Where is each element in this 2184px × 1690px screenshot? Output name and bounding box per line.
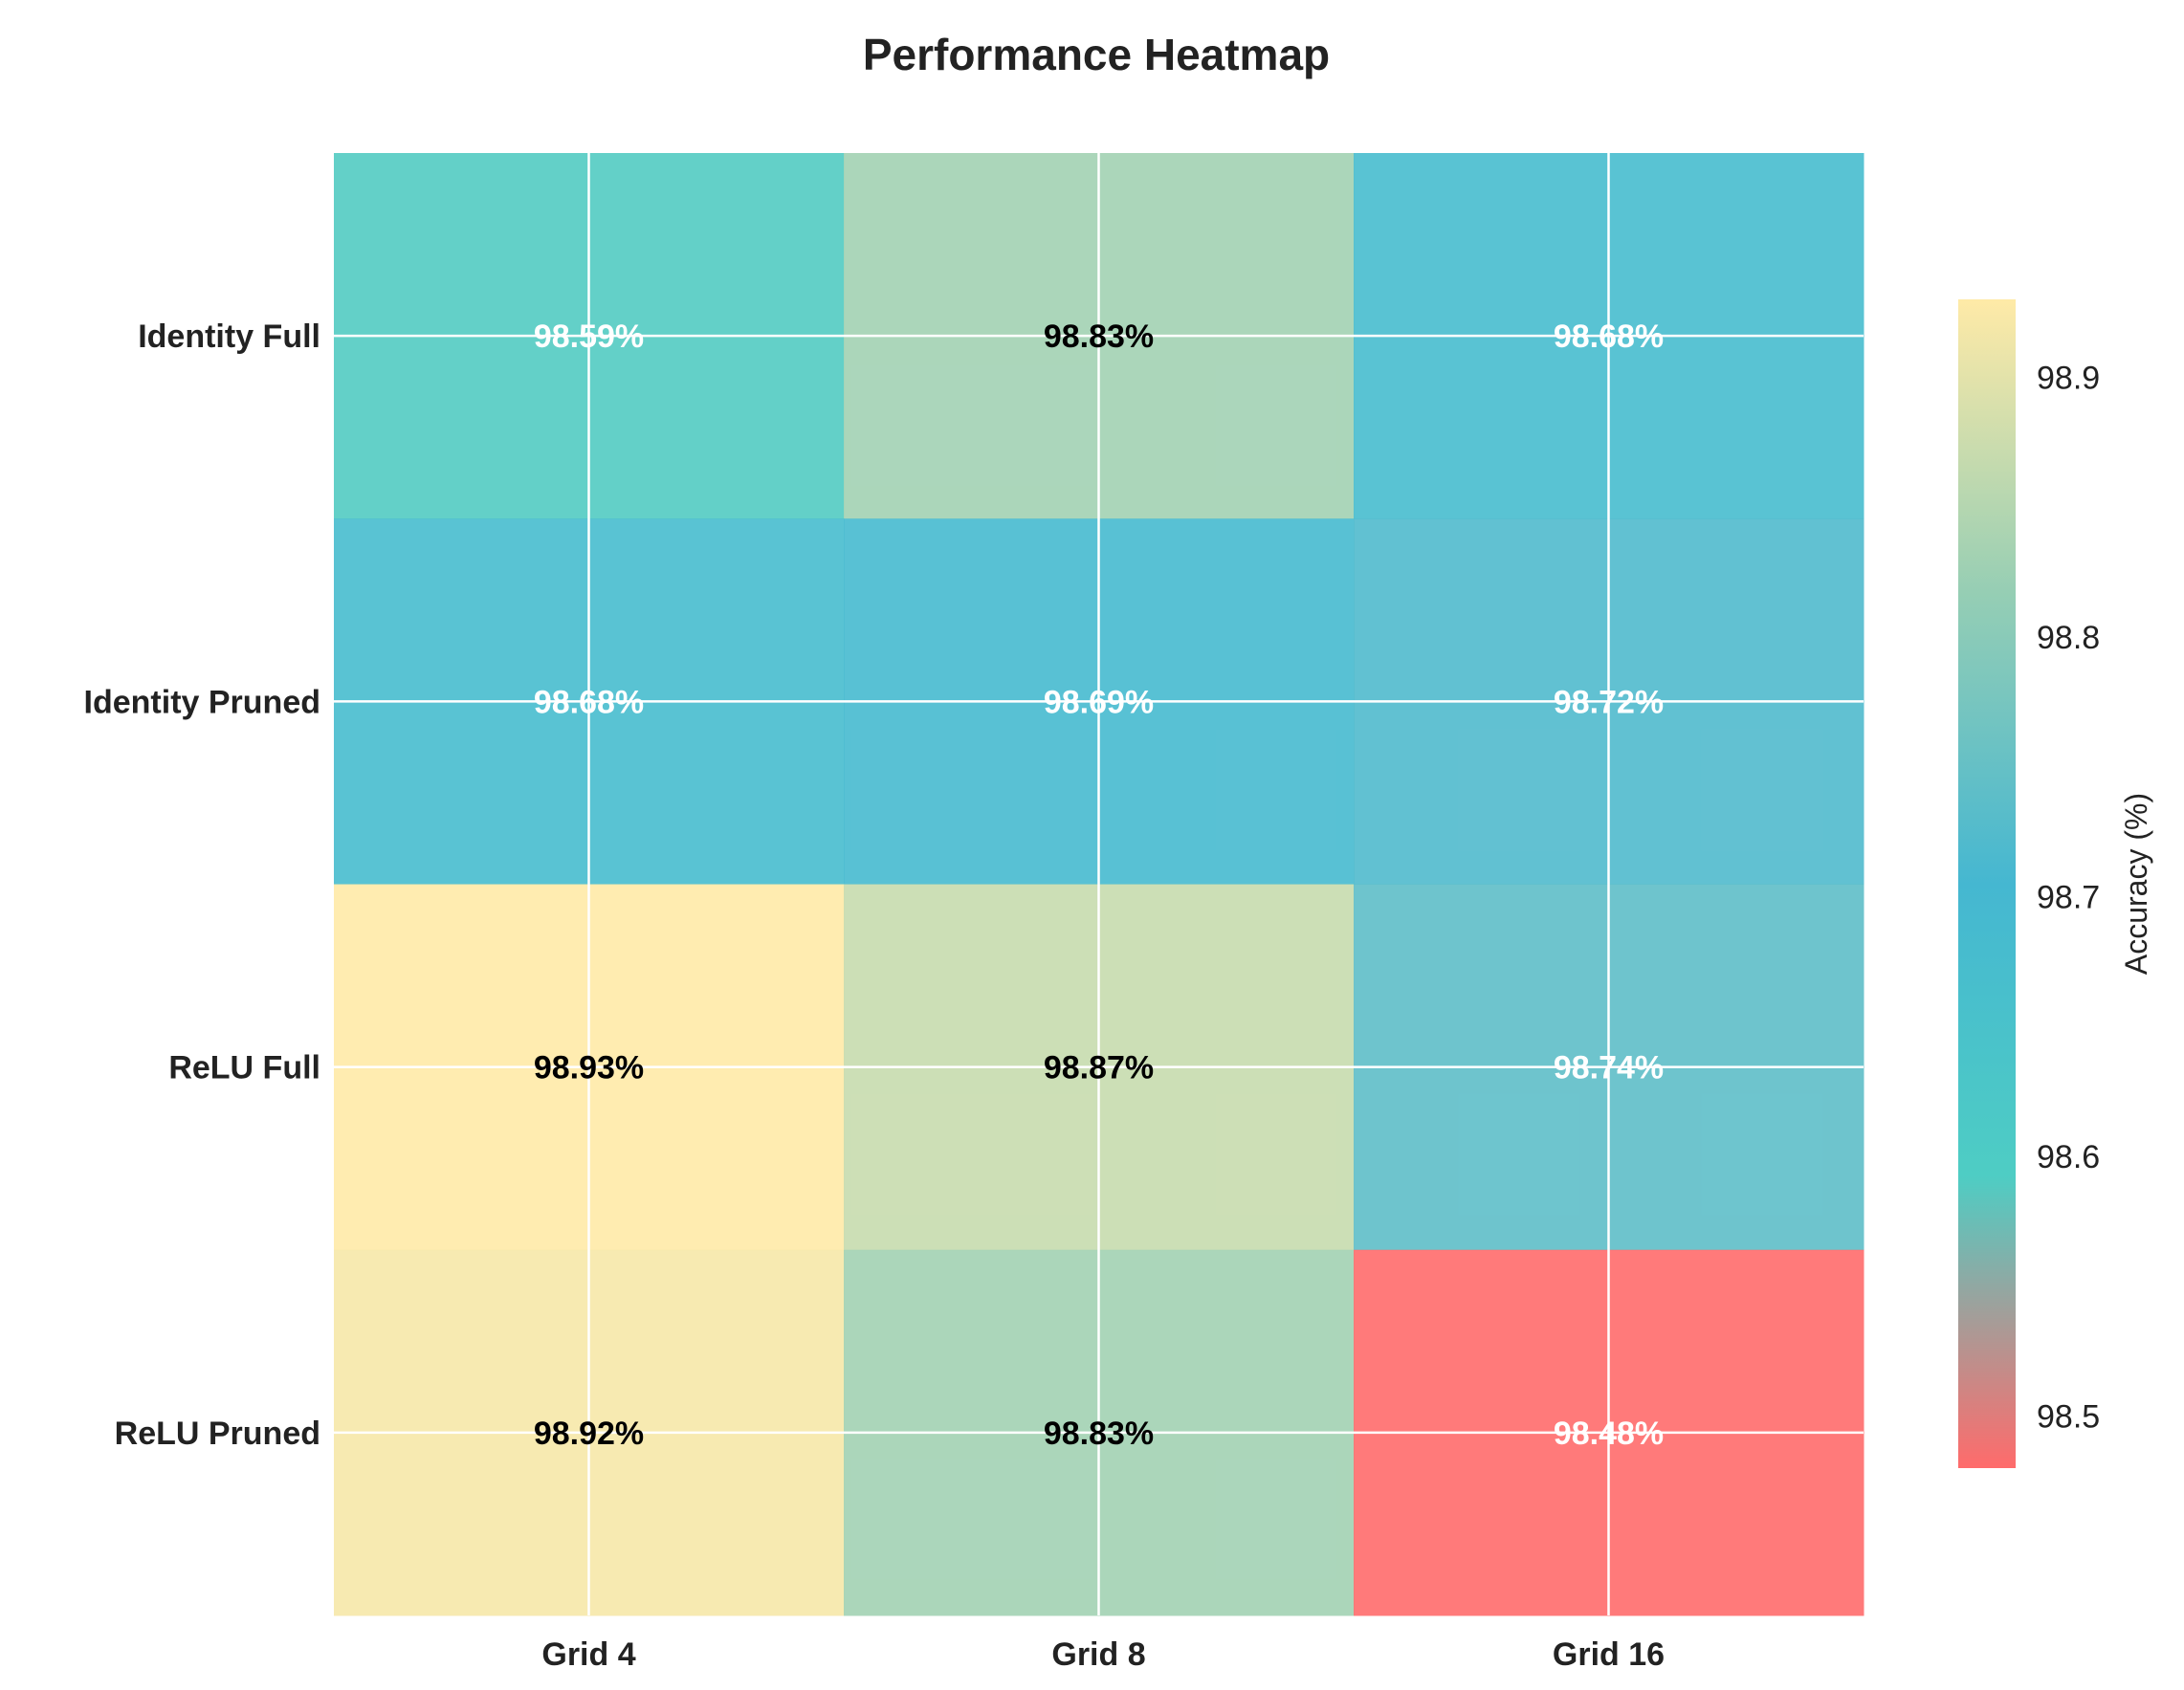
- x-tick-label: Grid 16: [1553, 1636, 1665, 1673]
- x-tick-label: Grid 8: [1051, 1636, 1145, 1673]
- cell-value-label: 98.69%: [1044, 684, 1154, 720]
- y-axis-tick-labels: Identity Full Identity Pruned ReLU Full ReL…: [84, 318, 320, 1452]
- heatmap-gridlines: [334, 153, 1864, 1615]
- colorbar-tick-label: 98.9: [2037, 360, 2100, 396]
- cell-value-label: 98.83%: [1044, 318, 1154, 355]
- cell-value-label: 98.48%: [1554, 1416, 1664, 1452]
- x-tick-label: Grid 4: [541, 1636, 635, 1673]
- cell-value-label: 98.59%: [534, 318, 644, 355]
- colorbar-ticks: 98.5 98.6 98.7 98.8 98.9: [2037, 360, 2100, 1435]
- cell-value-label: 98.68%: [1554, 318, 1664, 355]
- y-tick-label: ReLU Full: [168, 1050, 320, 1086]
- cell-value-label: 98.93%: [534, 1050, 644, 1086]
- y-tick-label: ReLU Pruned: [115, 1416, 320, 1452]
- cell-value-label: 98.74%: [1554, 1050, 1664, 1086]
- colorbar-gradient: [1958, 299, 2016, 1468]
- x-axis-tick-labels: Grid 4 Grid 8 Grid 16: [541, 1636, 1665, 1673]
- cell-value-label: 98.72%: [1554, 684, 1664, 720]
- y-tick-label: Identity Full: [138, 318, 320, 355]
- chart-title: Performance Heatmap: [863, 30, 1330, 79]
- y-tick-label: Identity Pruned: [84, 684, 320, 720]
- heatmap-cell-labels: 98.59% 98.83% 98.68% 98.68% 98.69% 98.72% 98.9…: [534, 318, 1664, 1452]
- colorbar-tick-label: 98.7: [2037, 880, 2100, 916]
- colorbar: 98.5 98.6 98.7 98.8 98.9 Accuracy (%): [1958, 299, 2153, 1468]
- colorbar-label: Accuracy (%): [2119, 793, 2153, 975]
- cell-value-label: 98.92%: [534, 1416, 644, 1452]
- colorbar-tick-label: 98.5: [2037, 1399, 2100, 1436]
- cell-value-label: 98.87%: [1044, 1050, 1154, 1086]
- cell-value-label: 98.83%: [1044, 1416, 1154, 1452]
- colorbar-tick-label: 98.6: [2037, 1139, 2100, 1175]
- colorbar-tick-label: 98.8: [2037, 620, 2100, 656]
- cell-value-label: 98.68%: [534, 684, 644, 720]
